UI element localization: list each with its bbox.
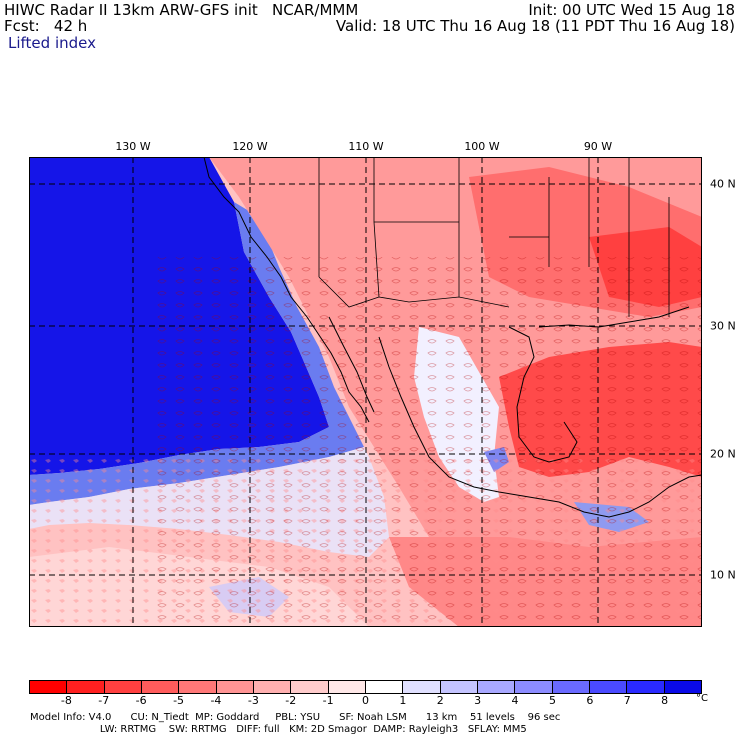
- lon-label-110w: 110 W: [348, 140, 384, 153]
- lat-lon-grid: [29, 157, 702, 627]
- valid-time: Valid: 18 UTC Thu 16 Aug 18 (11 PDT Thu …: [335, 17, 735, 35]
- colorbar-swatch: [403, 681, 441, 693]
- coastlines: [203, 157, 702, 518]
- colorbar-swatch: [328, 681, 366, 693]
- colorbar-tick-label: 1: [399, 694, 407, 707]
- map-frame: [29, 157, 702, 627]
- lat-label-20n: 20 N: [710, 447, 736, 461]
- colorbar-swatch: [216, 681, 254, 693]
- colorbar-tick-label: -6: [135, 694, 147, 707]
- lifted-index-map: [29, 157, 702, 627]
- colorbar-tick-label: -3: [247, 694, 259, 707]
- colorbar-swatch: [291, 681, 329, 693]
- colorbar-tick-label: 4: [511, 694, 519, 707]
- colorbar-swatch: [589, 681, 628, 693]
- lon-label-130w: 130 W: [115, 140, 151, 153]
- lon-label-90w: 90 W: [583, 140, 613, 153]
- colorbar-swatch: [141, 681, 180, 693]
- state-borders: [318, 157, 670, 317]
- colorbar-tick-label: 7: [623, 694, 631, 707]
- colorbar-swatch: [664, 681, 701, 693]
- colorbar-swatch: [104, 681, 142, 693]
- lat-label-30n: 30 N: [710, 319, 736, 333]
- colorbar-tick-label: -5: [173, 694, 185, 707]
- colorbar-tick-label: 8: [661, 694, 669, 707]
- colorbar-tick-label: -4: [210, 694, 222, 707]
- colorbar-swatch: [552, 681, 590, 693]
- colorbar-tick-label: -7: [98, 694, 110, 707]
- colorbar: [29, 680, 702, 694]
- colorbar-tick-label: 5: [548, 694, 556, 707]
- lat-label-40n: 40 N: [710, 177, 736, 191]
- colorbar-swatch: [365, 681, 404, 693]
- lon-label-120w: 120 W: [232, 140, 268, 153]
- init-time: Init: 00 UTC Wed 15 Aug 18: [528, 1, 735, 19]
- forecast-hour: Fcst: 42 h: [4, 17, 88, 35]
- lon-label-100w: 100 W: [464, 140, 500, 153]
- lat-label-10n: 10 N: [710, 568, 736, 582]
- colorbar-tick-label: -1: [322, 694, 334, 707]
- colorbar-swatch: [477, 681, 516, 693]
- colorbar-swatch: [440, 681, 478, 693]
- colorbar-unit: °C: [696, 693, 708, 704]
- model-info-line1: Model Info: V4.0 CU: N_Tiedt MP: Goddard…: [30, 712, 561, 723]
- plot-title: HIWC Radar II 13km ARW-GFS init NCAR/MMM: [4, 1, 359, 19]
- colorbar-tick-label: 6: [586, 694, 594, 707]
- colorbar-tick-label: -2: [285, 694, 297, 707]
- field-name: Lifted index: [8, 34, 96, 52]
- colorbar-swatch: [30, 681, 68, 693]
- colorbar-tick-label: 3: [474, 694, 482, 707]
- colorbar-tick-label: 0: [362, 694, 369, 707]
- colorbar-swatch: [67, 681, 105, 693]
- colorbar-swatch: [253, 681, 292, 693]
- colorbar-swatch: [515, 681, 553, 693]
- colorbar-swatch: [627, 681, 665, 693]
- model-info-line2: LW: RRTMG SW: RRTMG DIFF: full KM: 2D Sm…: [30, 724, 527, 735]
- colorbar-tick-label: -8: [60, 694, 72, 707]
- colorbar-tick-label: 2: [436, 694, 444, 707]
- colorbar-swatch: [179, 681, 217, 693]
